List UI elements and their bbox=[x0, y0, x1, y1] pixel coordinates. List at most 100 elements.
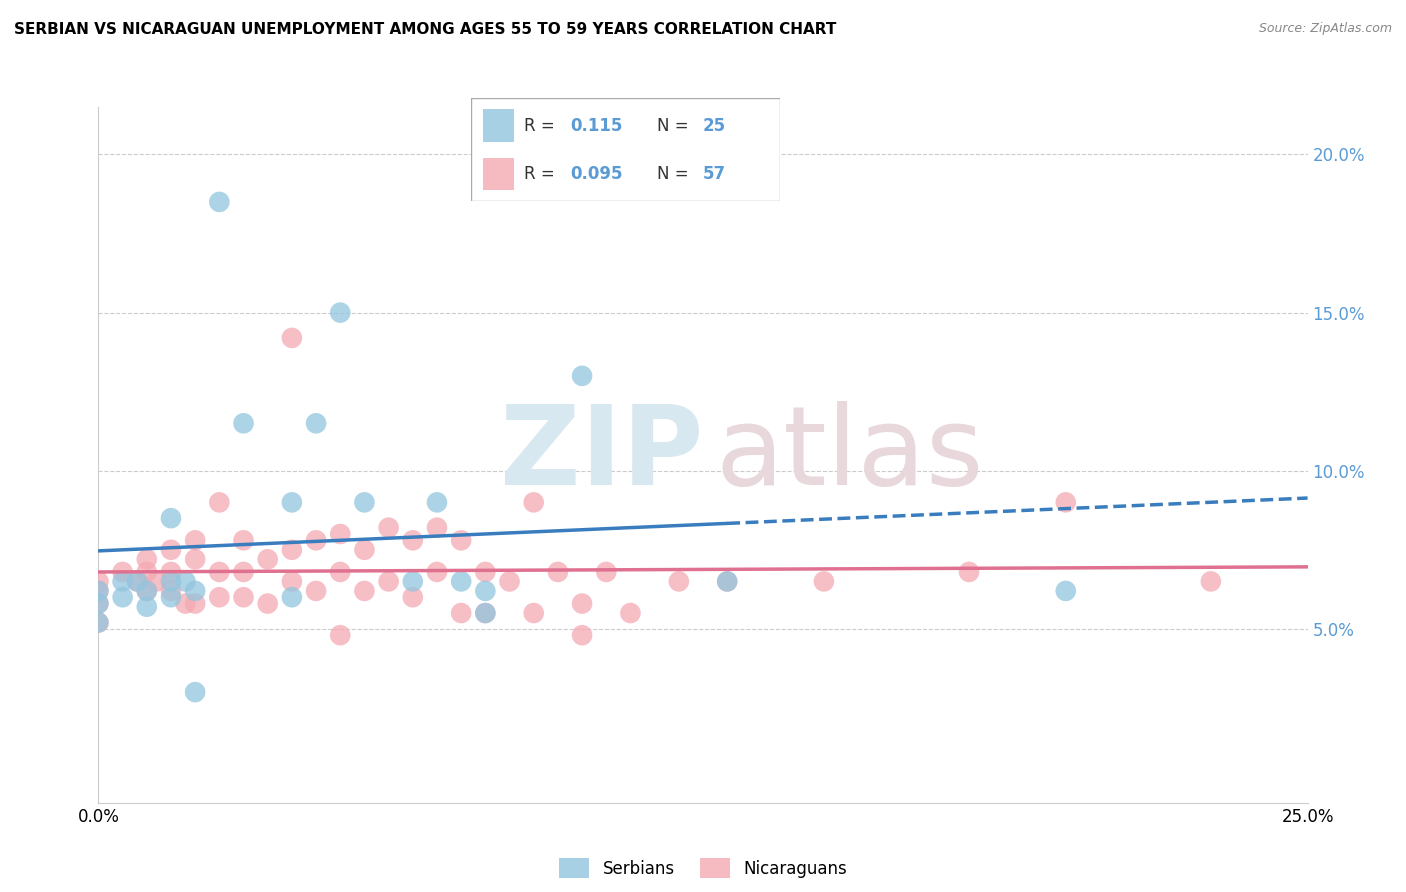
Text: R =: R = bbox=[523, 117, 560, 135]
Point bbox=[208, 591, 231, 605]
Point bbox=[426, 521, 449, 535]
Point bbox=[377, 574, 399, 589]
Point bbox=[474, 565, 496, 579]
Point bbox=[111, 591, 134, 605]
Text: N =: N = bbox=[657, 165, 693, 183]
Point bbox=[571, 628, 593, 642]
Text: Source: ZipAtlas.com: Source: ZipAtlas.com bbox=[1258, 22, 1392, 36]
Point bbox=[160, 565, 183, 579]
Point bbox=[281, 574, 304, 589]
Point bbox=[174, 597, 197, 611]
Point bbox=[450, 574, 472, 589]
Point bbox=[256, 552, 278, 566]
Text: 0.115: 0.115 bbox=[569, 117, 623, 135]
Point bbox=[571, 368, 593, 383]
Point bbox=[329, 527, 352, 541]
Text: 0.095: 0.095 bbox=[569, 165, 623, 183]
Text: 25: 25 bbox=[703, 117, 725, 135]
Point bbox=[87, 583, 110, 598]
Point bbox=[402, 533, 425, 548]
Point bbox=[111, 565, 134, 579]
Text: 57: 57 bbox=[703, 165, 725, 183]
Point bbox=[377, 521, 399, 535]
Point bbox=[208, 565, 231, 579]
Point bbox=[87, 615, 110, 630]
Point bbox=[281, 542, 304, 557]
Point bbox=[474, 606, 496, 620]
Point bbox=[957, 565, 980, 579]
Point bbox=[402, 591, 425, 605]
Point bbox=[256, 597, 278, 611]
Point bbox=[160, 511, 183, 525]
Point bbox=[353, 542, 375, 557]
Point bbox=[87, 597, 110, 611]
Point bbox=[353, 583, 375, 598]
Point bbox=[402, 574, 425, 589]
Point bbox=[184, 597, 207, 611]
Point bbox=[329, 628, 352, 642]
Point bbox=[87, 615, 110, 630]
Point bbox=[523, 495, 546, 509]
Point bbox=[135, 583, 157, 598]
Point bbox=[474, 606, 496, 620]
Point bbox=[1054, 495, 1077, 509]
Text: atlas: atlas bbox=[716, 401, 984, 508]
Point bbox=[160, 574, 183, 589]
Point bbox=[571, 597, 593, 611]
Point bbox=[184, 552, 207, 566]
Point bbox=[160, 542, 183, 557]
Point bbox=[498, 574, 520, 589]
Point bbox=[547, 565, 569, 579]
Point bbox=[281, 331, 304, 345]
Point bbox=[160, 591, 183, 605]
Point bbox=[595, 565, 617, 579]
Point bbox=[111, 574, 134, 589]
Bar bbox=[484, 110, 515, 142]
Legend: Serbians, Nicaraguans: Serbians, Nicaraguans bbox=[553, 851, 853, 885]
Point bbox=[232, 533, 254, 548]
Point bbox=[127, 574, 149, 589]
Point bbox=[668, 574, 690, 589]
Point bbox=[127, 574, 149, 589]
Point bbox=[208, 495, 231, 509]
Text: ZIP: ZIP bbox=[499, 401, 703, 508]
Text: R =: R = bbox=[523, 165, 560, 183]
Point bbox=[716, 574, 738, 589]
Point bbox=[135, 599, 157, 614]
Point bbox=[353, 495, 375, 509]
Point bbox=[523, 606, 546, 620]
Point bbox=[184, 533, 207, 548]
Bar bbox=[484, 158, 515, 190]
Point bbox=[450, 606, 472, 620]
Point bbox=[184, 583, 207, 598]
Point bbox=[232, 565, 254, 579]
Point bbox=[305, 583, 328, 598]
Point bbox=[305, 417, 328, 431]
Point bbox=[450, 533, 472, 548]
Point bbox=[281, 591, 304, 605]
Point bbox=[1199, 574, 1222, 589]
Point bbox=[474, 583, 496, 598]
Point bbox=[305, 533, 328, 548]
Point bbox=[160, 583, 183, 598]
Point bbox=[1054, 583, 1077, 598]
Point bbox=[135, 583, 157, 598]
Point bbox=[145, 574, 167, 589]
Point bbox=[716, 574, 738, 589]
Point bbox=[232, 417, 254, 431]
Point bbox=[619, 606, 641, 620]
Point bbox=[281, 495, 304, 509]
Point bbox=[426, 565, 449, 579]
Text: SERBIAN VS NICARAGUAN UNEMPLOYMENT AMONG AGES 55 TO 59 YEARS CORRELATION CHART: SERBIAN VS NICARAGUAN UNEMPLOYMENT AMONG… bbox=[14, 22, 837, 37]
Point bbox=[426, 495, 449, 509]
Point bbox=[87, 574, 110, 589]
Text: N =: N = bbox=[657, 117, 693, 135]
Point bbox=[87, 583, 110, 598]
Point bbox=[135, 565, 157, 579]
Point bbox=[329, 565, 352, 579]
Point bbox=[813, 574, 835, 589]
Point bbox=[135, 552, 157, 566]
Point bbox=[329, 305, 352, 319]
Point bbox=[232, 591, 254, 605]
Point bbox=[184, 685, 207, 699]
